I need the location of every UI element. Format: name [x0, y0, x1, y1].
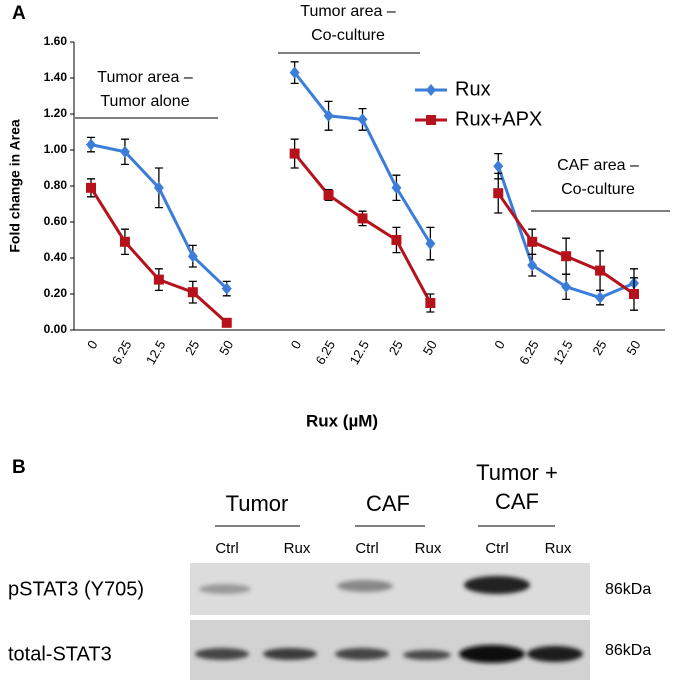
- x-tick-label: 50: [623, 338, 643, 358]
- x-tick-label: 6.25: [109, 338, 135, 367]
- blot-group-label: CAF: [495, 489, 539, 514]
- marker: [425, 298, 436, 308]
- marker: [595, 291, 606, 304]
- blot-size: 86kDa: [605, 642, 651, 659]
- lane-label: Rux: [415, 540, 442, 557]
- legend-marker: [426, 84, 436, 96]
- annotation: Co-culture: [561, 181, 635, 198]
- legend-label: Rux: [455, 78, 491, 100]
- marker: [323, 109, 334, 122]
- annotation: Tumor area –: [97, 69, 193, 86]
- marker: [357, 113, 368, 126]
- bands: [195, 576, 583, 663]
- x-axis-title: Rux (µM): [306, 411, 378, 430]
- y-tick-label: 0.20: [44, 286, 68, 300]
- marker: [527, 259, 538, 272]
- annotation: Tumor area –: [300, 3, 396, 20]
- x-tick-label: 6.25: [516, 338, 542, 367]
- y-tick-label: 1.60: [44, 34, 68, 48]
- y-tick-label: 1.00: [44, 142, 68, 156]
- x-tick-label: 0: [491, 338, 508, 352]
- x-tick-label: 12.5: [143, 338, 169, 367]
- marker: [153, 181, 164, 194]
- annotation: Tumor alone: [100, 93, 189, 110]
- blot-membrane: [190, 620, 590, 680]
- blot-group-label: Tumor +: [476, 460, 558, 485]
- marker: [391, 235, 402, 245]
- marker: [357, 213, 368, 224]
- y-tick-label: 1.20: [44, 106, 68, 120]
- marker: [629, 289, 639, 299]
- x-tick-label: 0: [288, 338, 305, 352]
- marker: [187, 250, 198, 263]
- blot-row-label: total-STAT3: [8, 643, 112, 665]
- x-tick-label: 6.25: [312, 338, 338, 367]
- blot-size: 86kDa: [605, 581, 651, 598]
- x-tick-label: 25: [386, 338, 406, 358]
- legend-label: Rux+APX: [455, 108, 542, 130]
- x-tick-label: 25: [182, 338, 202, 358]
- series-line: [89, 152, 635, 324]
- marker: [119, 145, 130, 158]
- panel-label: B: [12, 457, 26, 478]
- lane-label: Rux: [284, 540, 311, 557]
- marker: [119, 236, 130, 247]
- x-tick-label: 50: [216, 338, 236, 358]
- marker: [187, 287, 198, 298]
- marker: [221, 282, 232, 295]
- blot-row-label: pSTAT3 (Y705): [8, 578, 144, 600]
- marker: [153, 274, 164, 285]
- y-tick-label: 0.40: [44, 250, 68, 264]
- blot-group-label: CAF: [366, 491, 410, 516]
- marker: [221, 317, 232, 328]
- blot-group-label: Tumor: [226, 491, 289, 516]
- lane-label: Ctrl: [215, 540, 238, 557]
- marker: [561, 280, 572, 293]
- marker: [493, 160, 504, 173]
- x-tick-label: 12.5: [550, 338, 576, 367]
- marker: [595, 265, 606, 276]
- marker: [323, 190, 334, 200]
- panel-label: A: [12, 3, 26, 24]
- lane-label: Rux: [545, 540, 572, 557]
- x-tick-label: 12.5: [346, 338, 372, 367]
- x-tick-label: 25: [589, 338, 609, 358]
- x-tick-label: 0: [84, 338, 101, 352]
- marker: [391, 181, 402, 194]
- marker: [561, 251, 572, 262]
- marker: [425, 237, 436, 250]
- marker: [527, 236, 538, 247]
- y-tick-label: 0.00: [44, 322, 68, 336]
- annotation: Co-culture: [311, 27, 385, 44]
- y-axis-title: Fold change in Area: [7, 119, 23, 252]
- legend-marker: [426, 115, 436, 125]
- annotation: CAF area –: [557, 157, 639, 174]
- lane-label: Ctrl: [485, 540, 508, 557]
- marker: [289, 148, 300, 159]
- y-tick-label: 0.80: [44, 178, 68, 192]
- y-tick-label: 0.60: [44, 214, 68, 228]
- marker: [493, 188, 504, 199]
- marker: [86, 182, 96, 193]
- lane-label: Ctrl: [355, 540, 378, 557]
- marker: [86, 138, 96, 151]
- y-tick-label: 1.40: [44, 70, 68, 84]
- marker: [289, 66, 300, 79]
- x-tick-label: 50: [420, 338, 440, 358]
